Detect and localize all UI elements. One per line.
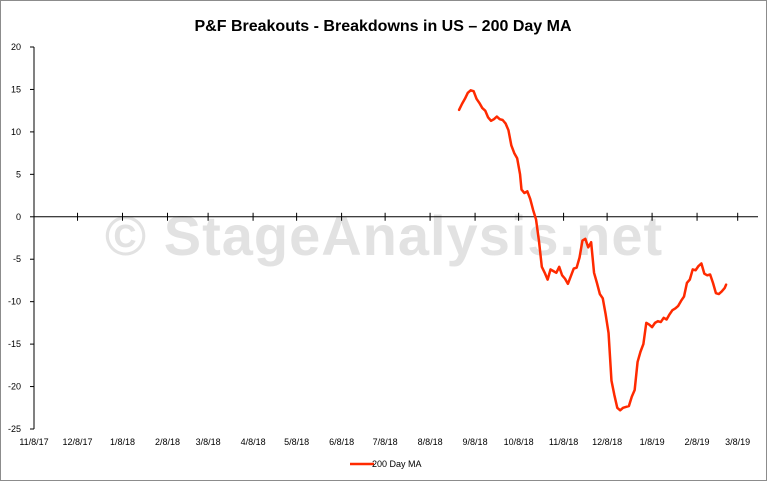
y-tick-label: 10 bbox=[11, 127, 21, 137]
series-line bbox=[457, 89, 728, 412]
x-tick-label: 11/8/18 bbox=[549, 437, 578, 447]
y-tick-label: 20 bbox=[11, 42, 21, 52]
x-tick-label: 9/8/18 bbox=[463, 437, 488, 447]
chart-title: P&F Breakouts - Breakdowns in US – 200 D… bbox=[195, 18, 572, 35]
x-tick-label: 6/8/18 bbox=[329, 437, 354, 447]
y-tick-label: -15 bbox=[8, 339, 21, 349]
legend: 200 Day MA bbox=[350, 459, 422, 469]
x-tick-label: 12/8/18 bbox=[592, 437, 622, 447]
x-tick-label: 1/8/19 bbox=[640, 437, 665, 447]
x-tick-label: 11/8/17 bbox=[19, 437, 48, 447]
x-tick-label: 2/8/18 bbox=[155, 437, 180, 447]
x-tick-label: 4/8/18 bbox=[241, 437, 266, 447]
y-tick-label: -5 bbox=[13, 254, 21, 264]
x-tick-label: 7/8/18 bbox=[373, 437, 398, 447]
watermark: © StageAnalysis.net bbox=[105, 204, 663, 267]
x-tick-label: 3/8/19 bbox=[725, 437, 750, 447]
x-tick-label: 2/8/19 bbox=[685, 437, 710, 447]
y-tick-label: 5 bbox=[16, 169, 21, 179]
y-tick-label: 0 bbox=[16, 212, 21, 222]
x-tick-label: 8/8/18 bbox=[418, 437, 443, 447]
x-tick-label: 5/8/18 bbox=[284, 437, 309, 447]
legend-label: 200 Day MA bbox=[372, 459, 422, 469]
y-tick-label: -20 bbox=[8, 382, 21, 392]
x-tick-label: 3/8/18 bbox=[196, 437, 221, 447]
y-tick-label: -25 bbox=[8, 424, 21, 434]
axes-layer: 20 15 10 5 0 -5 -10 -15 -20 -25 11/8/17 12/8/17 1/8/… bbox=[8, 42, 758, 447]
x-tick-label: 10/8/18 bbox=[504, 437, 534, 447]
series-layer bbox=[457, 89, 728, 412]
x-tick-label: 1/8/18 bbox=[110, 437, 135, 447]
x-tick-label: 12/8/17 bbox=[63, 437, 93, 447]
y-tick-label: 15 bbox=[11, 84, 21, 94]
y-tick-label: -10 bbox=[8, 297, 21, 307]
